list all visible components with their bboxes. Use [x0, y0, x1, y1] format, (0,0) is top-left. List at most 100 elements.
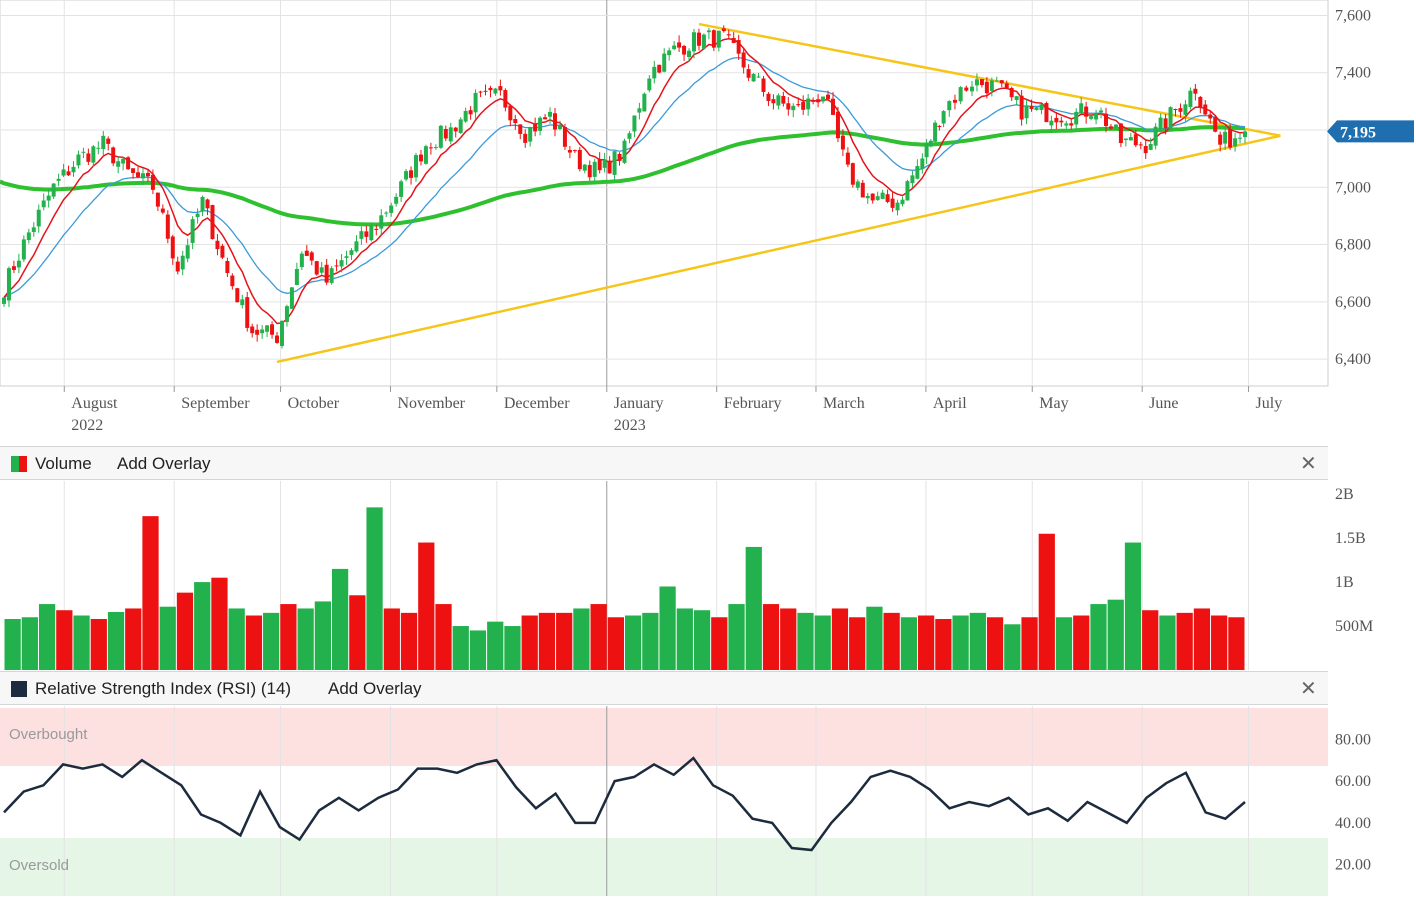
candle-body	[657, 64, 662, 73]
candle-body	[215, 240, 220, 250]
candle-body	[617, 153, 622, 161]
candle-body	[319, 267, 324, 273]
candle-body	[1138, 144, 1143, 146]
volume-tick-label: 1.5B	[1335, 530, 1366, 547]
candle-body	[190, 219, 195, 243]
candle-body	[826, 94, 831, 100]
candle-body	[443, 128, 448, 139]
candle-body	[937, 126, 942, 128]
month-label: September	[181, 395, 250, 412]
candle-body	[821, 96, 826, 102]
candle-body	[910, 175, 915, 184]
candle-body	[557, 125, 562, 130]
candle-body	[941, 111, 946, 124]
candle-body	[334, 265, 339, 267]
volume-bar	[142, 516, 159, 670]
candle-body	[175, 261, 180, 272]
candle-body	[1024, 105, 1029, 119]
close-icon[interactable]: ✕	[1300, 678, 1317, 700]
volume-bar	[452, 626, 469, 670]
candle-body	[220, 245, 225, 258]
volume-bar	[1142, 610, 1159, 670]
candle-body	[1019, 95, 1024, 120]
candle-body	[627, 133, 632, 139]
volume-bar	[297, 608, 314, 670]
candle-body	[1143, 146, 1148, 154]
volume-tick-label: 1B	[1335, 574, 1354, 591]
volume-add-overlay-button[interactable]: Add Overlay	[117, 454, 211, 473]
volume-bar	[383, 608, 400, 670]
candle-body	[1233, 138, 1238, 147]
volume-bar	[952, 615, 969, 670]
candle-body	[677, 42, 682, 48]
candle-body	[1108, 126, 1113, 129]
candle-body	[6, 268, 11, 301]
candle-body	[1163, 118, 1168, 129]
candle-body	[299, 253, 304, 268]
volume-bar	[4, 619, 21, 670]
candle-body	[761, 78, 766, 92]
volume-bar	[693, 610, 711, 670]
rsi-tick-label: 20.00	[1335, 857, 1371, 874]
volume-bar	[1038, 533, 1055, 670]
candle-body	[200, 196, 205, 212]
volume-bar	[659, 586, 676, 670]
candle-body	[399, 181, 404, 197]
volume-bar	[900, 617, 918, 670]
candle-body	[731, 38, 736, 44]
candle-body	[46, 195, 51, 201]
candle-body	[21, 239, 26, 260]
candle-body	[582, 164, 587, 171]
candle-body	[354, 241, 359, 252]
volume-bar	[780, 608, 797, 670]
candle-body	[1118, 123, 1123, 144]
candle-body	[801, 101, 806, 110]
close-icon[interactable]: ✕	[1300, 453, 1317, 475]
volume-bar	[866, 606, 883, 670]
volume-bar	[90, 619, 107, 670]
sma-long-line	[0, 125, 1245, 227]
candle-body	[989, 80, 994, 91]
volume-bar	[521, 615, 538, 670]
rsi-panel[interactable]: Overbought Oversold 80.00 60.00 40.00 20.00	[0, 705, 1371, 898]
candle-body	[498, 86, 503, 91]
candle-body	[463, 110, 468, 122]
candle-body	[652, 66, 657, 79]
candle-body	[1183, 104, 1188, 115]
candle-body	[180, 255, 185, 270]
month-label: October	[288, 395, 340, 412]
candle-body	[850, 163, 855, 185]
candle-body	[369, 225, 374, 241]
candle-body	[701, 34, 706, 49]
candle-body	[16, 260, 21, 268]
candle-body	[1004, 83, 1009, 88]
candle-body	[875, 196, 880, 200]
month-label: August	[71, 395, 118, 412]
candle-body	[741, 52, 746, 68]
candle-body	[11, 266, 16, 270]
candle-body	[131, 168, 136, 173]
year-label: 2022	[71, 417, 103, 434]
rsi-add-overlay-button[interactable]: Add Overlay	[328, 679, 422, 698]
candle-body	[647, 78, 652, 91]
candle-body	[1113, 124, 1118, 128]
candle-body	[523, 133, 528, 143]
candle-body	[746, 69, 751, 78]
volume-bar	[590, 604, 607, 670]
candle-body	[96, 147, 101, 149]
candle-body	[51, 183, 56, 197]
month-label: May	[1039, 395, 1068, 412]
candle-body	[687, 50, 692, 58]
candle-body	[150, 174, 155, 190]
candle-body	[1059, 120, 1064, 123]
candle-body	[920, 158, 925, 169]
volume-bar	[349, 595, 366, 670]
candle-body	[1034, 107, 1039, 110]
candle-body	[830, 98, 835, 115]
candle-body	[806, 98, 811, 110]
candle-body	[880, 192, 885, 199]
volume-panel[interactable]: 2B 1.5B 1B 500M	[0, 480, 1373, 670]
volume-bar	[831, 608, 849, 670]
